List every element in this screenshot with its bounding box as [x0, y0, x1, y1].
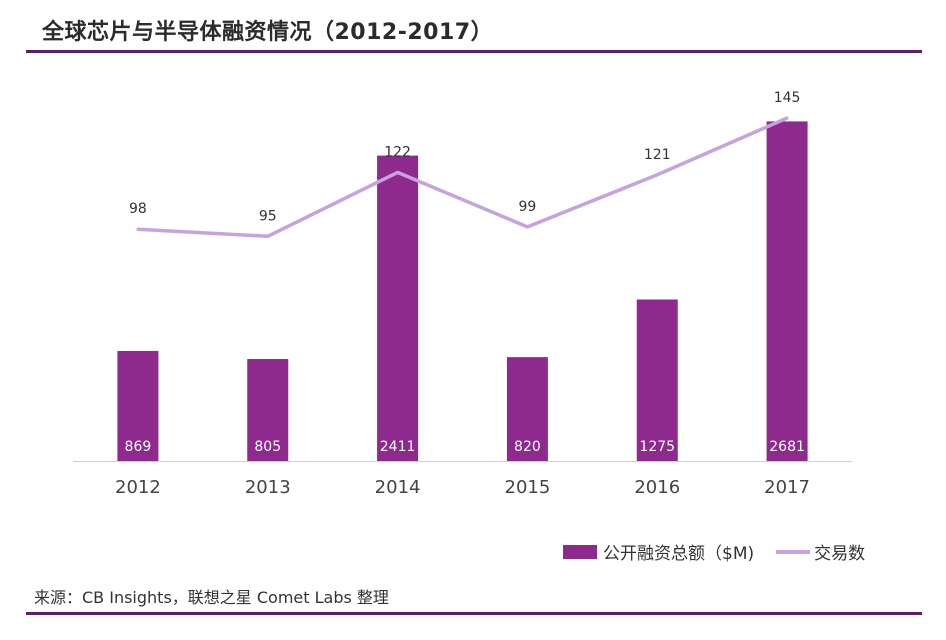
legend-bar-label: 公开融资总额（$M) [603, 544, 755, 564]
bar-2016 [636, 299, 678, 461]
bar-value-label-2016: 1275 [639, 439, 675, 455]
x-tick-label-2016: 2016 [634, 477, 680, 498]
bar-value-label-2017: 2681 [769, 439, 805, 455]
x-tick-label-2017: 2017 [764, 477, 810, 498]
legend-line-label: 交易数 [814, 544, 866, 564]
x-tick-label-2013: 2013 [245, 477, 291, 498]
x-tick-label-2015: 2015 [505, 477, 551, 498]
bar-value-label-2013: 805 [254, 439, 281, 455]
bar-2017 [766, 121, 808, 461]
chart-title: 全球芯片与半导体融资情况（2012-2017） [42, 20, 494, 45]
bar-2013 [247, 359, 289, 461]
deal-count-label-2013: 95 [259, 208, 277, 224]
source-note: 来源：CB Insights，联想之星 Comet Labs 整理 [34, 588, 389, 607]
footer-rule [26, 612, 922, 615]
deal-count-label-2014: 122 [384, 144, 411, 160]
bar-2014 [377, 155, 419, 461]
deal-count-point-2012 [136, 227, 140, 231]
legend-bar-swatch [563, 544, 597, 559]
deal-count-point-2017 [785, 116, 789, 120]
bar-value-label-2015: 820 [514, 439, 541, 455]
deal-count-label-2012: 98 [129, 201, 147, 217]
x-tick-label-2012: 2012 [115, 477, 161, 498]
bar-2015 [506, 357, 548, 461]
deal-count-line [137, 116, 788, 239]
bar-value-label-2012: 869 [125, 439, 152, 455]
deal-count-label-2015: 99 [519, 199, 537, 215]
deal-count-point-2015 [525, 225, 529, 229]
legend: 公开融资总额（$M) 交易数 [563, 539, 865, 564]
deal-count-label-2017: 145 [774, 90, 801, 106]
deal-count-point-2013 [266, 234, 270, 238]
bar-2012 [117, 350, 159, 461]
title-rule [26, 50, 922, 53]
bar-value-label-2014: 2411 [380, 439, 416, 455]
deal-count-label-2016: 121 [644, 147, 671, 163]
x-tick-label-2014: 2014 [375, 477, 421, 498]
legend-line-swatch [776, 549, 811, 554]
deal-count-point-2014 [396, 170, 400, 174]
deal-count-point-2016 [655, 173, 659, 177]
